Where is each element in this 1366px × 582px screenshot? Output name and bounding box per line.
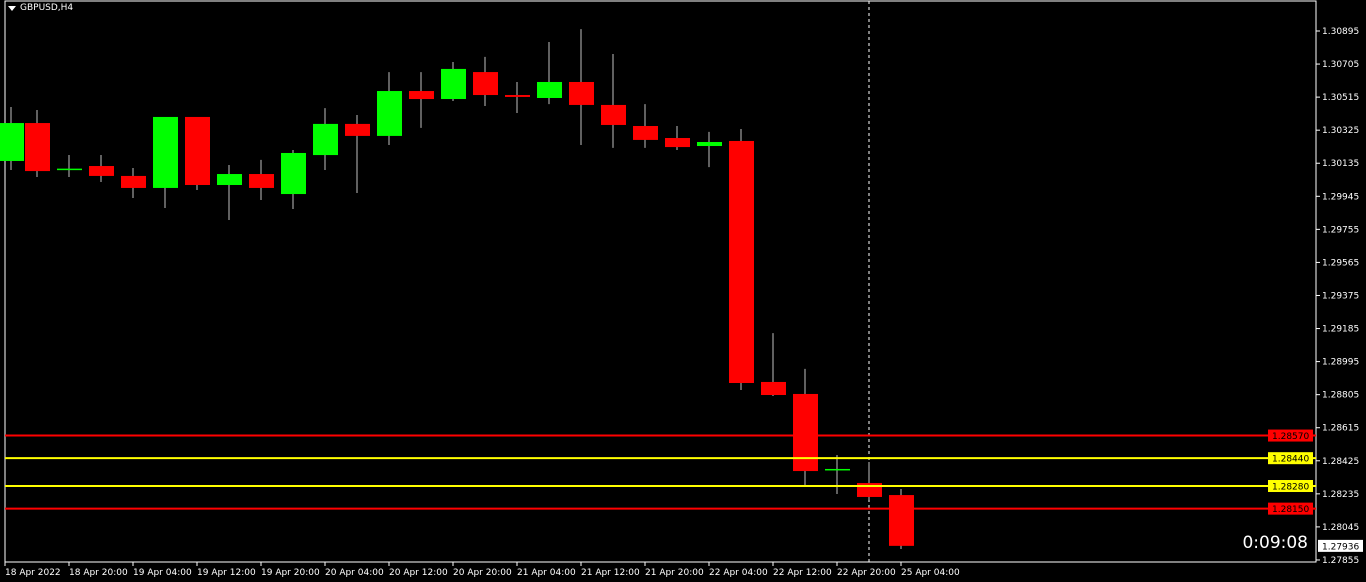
- candle-body: [697, 142, 722, 147]
- y-tick-label: 1.29185: [1322, 325, 1359, 335]
- candle-body: [121, 175, 146, 188]
- y-tick-label: 1.28805: [1322, 391, 1359, 401]
- dropdown-triangle-icon[interactable]: [8, 5, 16, 11]
- x-tick-label: 25 Apr 04:00: [901, 568, 960, 578]
- candle-body: [537, 81, 562, 98]
- candle-body: [281, 152, 306, 195]
- candle-body: [153, 116, 178, 188]
- candle-body: [249, 174, 274, 188]
- y-tick-label: 1.28235: [1322, 490, 1359, 500]
- x-tick-label: 22 Apr 04:00: [709, 568, 768, 578]
- candle-body: [569, 81, 594, 105]
- x-tick-label: 20 Apr 12:00: [389, 568, 448, 578]
- y-tick-label: 1.29945: [1322, 192, 1359, 202]
- level-price-tag: [1268, 502, 1313, 515]
- candle-body: [505, 95, 530, 97]
- level-price-tag: [1268, 452, 1313, 465]
- y-tick-label: 1.29565: [1322, 258, 1359, 268]
- y-tick-label: 1.29375: [1322, 291, 1359, 301]
- x-tick-label: 20 Apr 04:00: [325, 568, 384, 578]
- x-tick-label: 20 Apr 20:00: [453, 568, 512, 578]
- y-tick-label: 1.29755: [1322, 225, 1359, 235]
- candle-body: [601, 104, 626, 125]
- candle-body: [217, 174, 242, 185]
- y-tick-label: 1.30515: [1322, 93, 1359, 103]
- candle-body: [825, 468, 850, 471]
- candle-body: [441, 68, 466, 100]
- x-tick-label: 19 Apr 04:00: [133, 568, 192, 578]
- candle-body: [761, 381, 786, 396]
- level-price-tag: [1268, 480, 1313, 493]
- y-tick-label: 1.28425: [1322, 457, 1359, 467]
- bid-price-label: 1.27936: [1322, 542, 1359, 552]
- y-tick-label: 1.28615: [1322, 424, 1359, 434]
- candle-body: [889, 495, 914, 546]
- candle-body: [377, 91, 402, 136]
- chart-title[interactable]: GBPUSD,H4: [8, 3, 73, 13]
- x-tick-label: 22 Apr 12:00: [773, 568, 832, 578]
- plot-border: [4, 0, 1317, 563]
- symbol-label: GBPUSD,H4: [20, 3, 74, 13]
- y-tick-label: 1.28045: [1322, 523, 1359, 533]
- level-price-label: 1.28150: [1272, 505, 1309, 515]
- y-tick-label: 1.30135: [1322, 159, 1359, 169]
- candle-body: [0, 123, 24, 161]
- x-tick-label: 21 Apr 20:00: [645, 568, 704, 578]
- level-price-label: 1.28280: [1272, 483, 1309, 493]
- candle-body: [665, 138, 690, 148]
- candle-body: [25, 123, 50, 172]
- y-tick-label: 1.30895: [1322, 27, 1359, 37]
- candle-body: [409, 91, 434, 100]
- bar-timer: 0:09:08: [1242, 533, 1308, 553]
- y-tick-label: 1.30705: [1322, 60, 1359, 70]
- bid-price-tag: [1318, 539, 1363, 552]
- x-tick-label: 21 Apr 12:00: [581, 568, 640, 578]
- candle-body: [345, 123, 370, 136]
- candle-body: [185, 116, 210, 185]
- level-price-label: 1.28440: [1272, 455, 1309, 465]
- x-tick-label: 18 Apr 2022: [5, 568, 61, 578]
- y-tick-label: 1.30325: [1322, 126, 1359, 136]
- candle-body: [729, 140, 754, 384]
- candle-body: [57, 168, 82, 171]
- x-tick-label: 19 Apr 20:00: [261, 568, 320, 578]
- candle-body: [313, 123, 338, 156]
- level-price-tag: [1268, 429, 1313, 442]
- candle-body: [633, 126, 658, 140]
- candle-body: [793, 393, 818, 472]
- x-tick-label: 21 Apr 04:00: [517, 568, 576, 578]
- x-tick-label: 22 Apr 20:00: [837, 568, 896, 578]
- x-tick-label: 19 Apr 12:00: [197, 568, 256, 578]
- level-price-label: 1.28570: [1272, 432, 1309, 442]
- y-tick-label: 1.27855: [1322, 556, 1359, 566]
- candle-body: [89, 166, 114, 176]
- x-tick-label: 18 Apr 20:00: [69, 568, 128, 578]
- candle-body: [473, 72, 498, 96]
- y-tick-label: 1.28995: [1322, 358, 1359, 368]
